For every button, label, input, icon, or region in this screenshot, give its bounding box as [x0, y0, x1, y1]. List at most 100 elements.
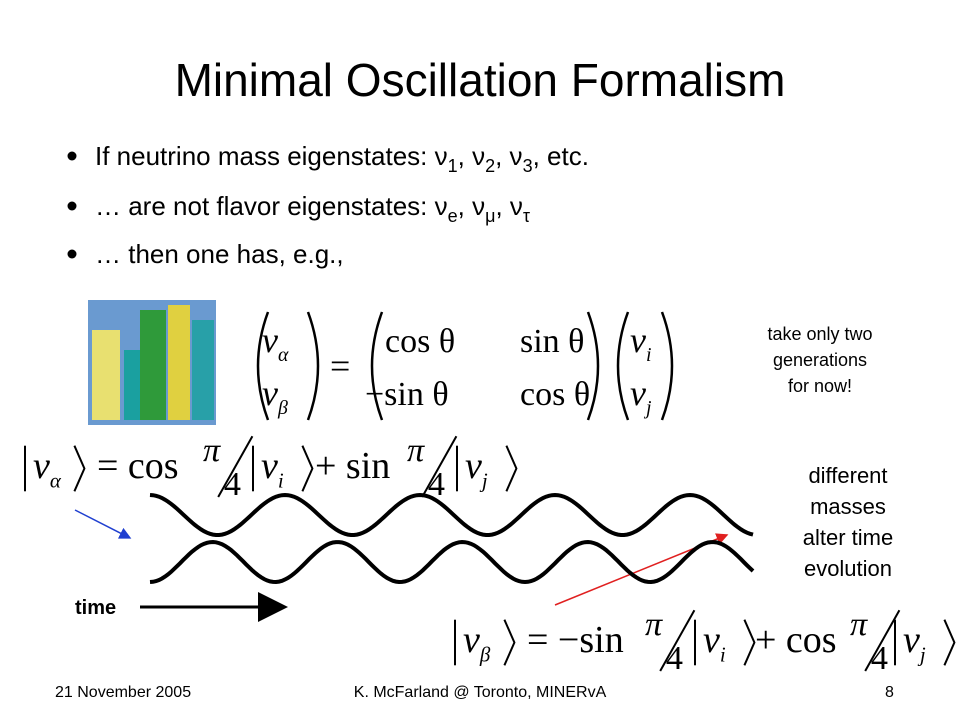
math-symbol: νβ — [262, 373, 288, 419]
symbol: ν — [261, 445, 278, 487]
subscript: α — [50, 469, 62, 493]
frac-slash — [421, 435, 458, 498]
paren — [586, 311, 600, 421]
frac-num: π — [645, 606, 663, 643]
frac-num: π — [203, 432, 221, 469]
subscript: i — [720, 643, 726, 667]
math-symbol: νj — [465, 445, 488, 493]
note-line: different — [808, 463, 887, 488]
paren — [256, 311, 270, 421]
wave — [149, 539, 755, 585]
subscript: j — [643, 397, 652, 419]
slide-title: Minimal Oscillation Formalism — [175, 54, 786, 106]
blue-arrow — [74, 509, 132, 539]
paren — [306, 311, 320, 421]
note-line: evolution — [804, 556, 892, 581]
subscript: β — [479, 643, 491, 667]
footer-page: 8 — [885, 684, 894, 701]
note-line: take only two — [767, 324, 872, 344]
bullet-segment: , ν — [458, 191, 485, 221]
bullet-segment: … then one has, e.g., — [95, 239, 344, 269]
subscript: β — [277, 397, 288, 419]
bullet-dot — [67, 151, 77, 161]
bullet-text: … then one has, e.g., — [95, 239, 344, 269]
math-symbol: νi — [261, 445, 284, 493]
bullet-dot — [67, 249, 77, 259]
symbol: ν — [903, 619, 920, 661]
frac-den: 4 — [871, 640, 888, 677]
frac-slash — [217, 435, 254, 498]
equals: = — [330, 346, 350, 386]
math-symbol: νi — [703, 619, 726, 667]
ket-bracket — [301, 445, 314, 492]
matrix-entry: cos θ — [385, 323, 455, 360]
frac-slash — [864, 609, 901, 672]
math-symbol: νβ — [463, 619, 491, 667]
paren — [616, 311, 630, 421]
bullet-segment: … are not flavor eigenstates: ν — [95, 191, 448, 221]
bullet-segment: , ν — [458, 141, 485, 171]
subscript: i — [278, 469, 284, 493]
matrix-entry: −sin θ — [365, 376, 449, 413]
symbol: ν — [630, 320, 646, 360]
frac-den: 4 — [666, 640, 683, 677]
subscript: i — [646, 344, 652, 366]
math-symbol: να — [262, 320, 289, 366]
ket-bracket — [743, 619, 756, 666]
frac-den: 4 — [224, 466, 241, 503]
equation-text: + sin — [315, 445, 390, 487]
symbol: ν — [630, 373, 646, 413]
bullet-segment: , ν — [495, 191, 522, 221]
ket-bracket — [943, 619, 956, 666]
math-symbol: νj — [630, 373, 652, 419]
note-line: masses — [810, 494, 886, 519]
time-label: time — [75, 597, 116, 619]
note-line: for now! — [788, 376, 852, 396]
symbol: ν — [465, 445, 482, 487]
equation-text: + cos — [755, 619, 837, 661]
subscript: j — [479, 469, 488, 493]
frac-num: π — [850, 606, 868, 643]
subscript: j — [917, 643, 926, 667]
subscript: μ — [485, 206, 495, 226]
symbol: ν — [33, 445, 50, 487]
bullet-segment: If neutrino mass eigenstates: ν — [95, 141, 448, 171]
subscript: τ — [523, 206, 530, 226]
subscript: 2 — [485, 156, 495, 176]
ket-bracket — [503, 619, 516, 666]
equation-text: = cos — [97, 445, 179, 487]
bullet-dot — [67, 201, 77, 211]
matrix-entry: cos θ — [520, 376, 590, 413]
bullet-text: … are not flavor eigenstates: νe, νμ, ντ — [95, 191, 530, 226]
note-line: alter time — [803, 525, 893, 550]
footer-date: 21 November 2005 — [55, 684, 191, 701]
bullet-segment: , ν — [495, 141, 522, 171]
footer-center: K. McFarland @ Toronto, MINERvA — [354, 684, 607, 701]
math-symbol: νi — [630, 320, 651, 366]
matrix-entry: sin θ — [520, 323, 584, 360]
equation-text: = −sin — [527, 619, 624, 661]
wave — [149, 492, 754, 537]
math-symbol: νj — [903, 619, 926, 667]
bullet-segment: , etc. — [533, 141, 589, 171]
symbol: ν — [463, 619, 480, 661]
frac-num: π — [407, 432, 425, 469]
symbol: ν — [703, 619, 720, 661]
paren — [370, 311, 384, 421]
frac-den: 4 — [428, 466, 445, 503]
ket-bracket — [505, 445, 518, 492]
photo — [88, 300, 216, 425]
math-symbol: να — [33, 445, 62, 493]
subscript: e — [448, 206, 458, 226]
paren — [660, 311, 674, 421]
ket-bracket — [73, 445, 86, 492]
symbol: ν — [262, 320, 278, 360]
symbol: ν — [262, 373, 278, 413]
note-line: generations — [773, 350, 867, 370]
subscript: 3 — [523, 156, 533, 176]
subscript: α — [278, 344, 289, 366]
subscript: 1 — [448, 156, 458, 176]
bullet-text: If neutrino mass eigenstates: ν1, ν2, ν3… — [95, 141, 589, 176]
frac-slash — [659, 609, 696, 672]
